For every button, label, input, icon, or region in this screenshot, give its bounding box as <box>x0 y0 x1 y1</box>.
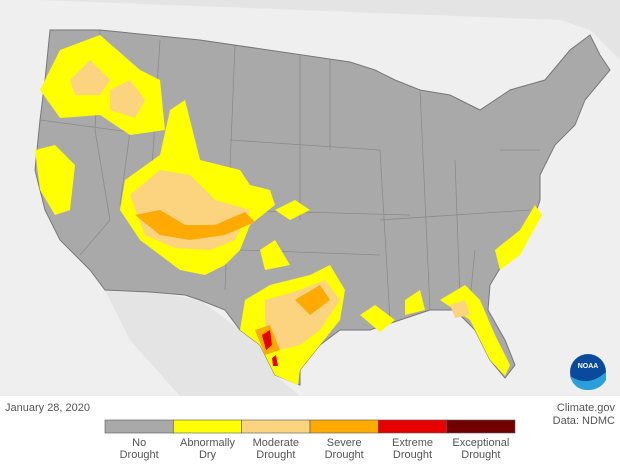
legend-label: Extreme <box>392 437 433 449</box>
logo-text: NOAA <box>578 363 599 370</box>
legend-label: Drought <box>393 449 432 461</box>
legend-swatch <box>173 419 242 434</box>
drought-areas <box>35 35 542 385</box>
legend-label: No <box>132 437 146 449</box>
legend-label: Drought <box>256 449 295 461</box>
legend-label: Dry <box>199 449 217 461</box>
legend-label: Severe <box>327 437 362 449</box>
legend-swatch <box>309 419 379 434</box>
legend: NoDroughtAbnormallyDryModerateDroughtSev… <box>104 419 516 461</box>
legend-label: Moderate <box>253 437 299 449</box>
noaa-logo: NOAA <box>570 354 606 390</box>
legend-label: Drought <box>461 449 500 461</box>
legend-swatch <box>446 419 516 434</box>
credit-data: Data: NDMC <box>553 415 615 427</box>
date: January 28, 2020 <box>5 402 90 414</box>
legend-swatch <box>378 419 447 434</box>
legend-swatch <box>241 419 311 434</box>
legend-label: Exceptional <box>452 437 509 449</box>
legend-swatch <box>104 419 174 434</box>
legend-label: Drought <box>325 449 364 461</box>
legend-label: Drought <box>120 449 159 461</box>
mexico <box>105 290 300 396</box>
canada <box>0 0 620 60</box>
credit-source: Climate.gov <box>557 402 616 414</box>
legend-label: Abnormally <box>180 437 236 449</box>
